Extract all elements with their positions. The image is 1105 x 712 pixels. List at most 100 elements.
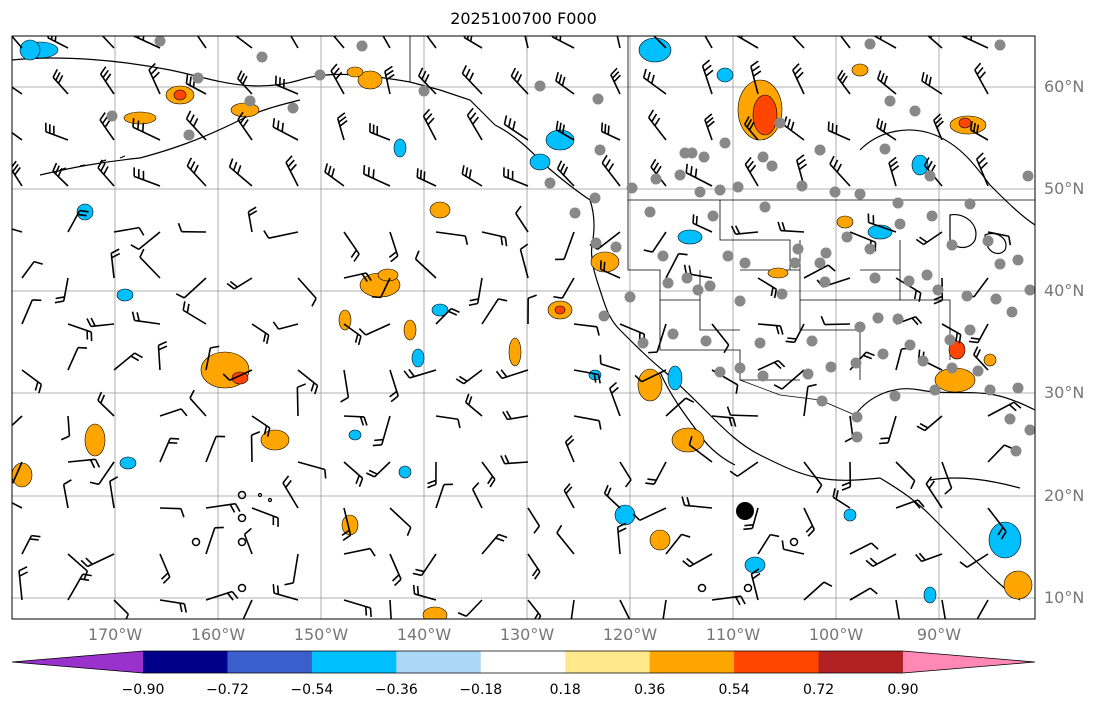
wind-barb bbox=[101, 36, 115, 49]
wind-barb bbox=[527, 553, 541, 580]
precip-contour bbox=[851, 63, 869, 77]
wind-barb bbox=[973, 346, 989, 371]
precip-contour bbox=[923, 586, 937, 604]
wind-barb bbox=[97, 391, 115, 417]
precip-contour bbox=[431, 303, 449, 317]
precip-contour bbox=[667, 365, 683, 391]
precip-contour bbox=[529, 153, 551, 171]
lat-label: 30°N bbox=[1044, 383, 1085, 402]
station-dot bbox=[904, 339, 916, 351]
colorbar-segment bbox=[818, 651, 904, 673]
wind-barb bbox=[941, 323, 962, 344]
wind-barb bbox=[844, 415, 854, 443]
wind-barb bbox=[133, 36, 161, 49]
station-dot bbox=[707, 210, 719, 222]
wind-barb bbox=[110, 248, 121, 279]
station-dot bbox=[892, 313, 904, 325]
station-dot bbox=[714, 184, 726, 196]
station-dot bbox=[889, 390, 901, 402]
precip-contour bbox=[983, 353, 997, 367]
station-dot bbox=[757, 151, 769, 163]
station-dot bbox=[869, 272, 881, 284]
wind-barb bbox=[435, 483, 453, 509]
wind-barb bbox=[681, 496, 713, 509]
precip-contour bbox=[716, 67, 734, 83]
wind-barb bbox=[427, 461, 437, 489]
wind-barb bbox=[403, 368, 437, 379]
station-dot bbox=[851, 431, 863, 443]
wind-barb bbox=[389, 553, 402, 587]
wind-barb bbox=[185, 74, 207, 95]
station-dot bbox=[774, 117, 786, 129]
wind-barb bbox=[645, 461, 667, 485]
precip-contour bbox=[403, 319, 417, 341]
station-dot bbox=[766, 160, 778, 172]
precip-contour bbox=[377, 268, 399, 282]
wind-barb bbox=[783, 116, 805, 141]
wind-barb bbox=[205, 502, 241, 513]
wind-barb bbox=[556, 524, 575, 555]
map-title: 2025100700 F000 bbox=[450, 9, 597, 28]
wind-barb bbox=[792, 63, 805, 95]
station-dot bbox=[734, 362, 746, 374]
station-dot bbox=[657, 250, 669, 262]
wind-barb bbox=[564, 435, 575, 463]
wind-barb bbox=[435, 415, 461, 429]
wind-barb bbox=[21, 369, 43, 394]
station-dot bbox=[820, 247, 832, 259]
station-dot bbox=[984, 384, 996, 396]
colorbar-tick-label: −0.18 bbox=[459, 682, 503, 698]
wind-barb bbox=[757, 277, 778, 299]
wind-barb bbox=[665, 252, 688, 279]
wind-barb bbox=[466, 107, 483, 141]
station-dot bbox=[961, 290, 973, 302]
wind-barb bbox=[12, 461, 23, 484]
station-dot bbox=[806, 335, 818, 347]
wind-barb bbox=[21, 299, 42, 325]
wind-barb bbox=[237, 111, 253, 141]
wind-barb bbox=[647, 109, 667, 141]
wind-barb bbox=[89, 461, 115, 486]
wind-barb bbox=[915, 231, 943, 246]
station-dot bbox=[626, 182, 638, 194]
station-dot bbox=[757, 370, 769, 382]
wind-barb bbox=[205, 435, 226, 463]
lon-label: 160°W bbox=[190, 625, 246, 644]
precip-contour bbox=[948, 340, 966, 360]
station-dot bbox=[590, 237, 602, 249]
wind-barb bbox=[555, 231, 575, 261]
wind-barb bbox=[730, 225, 759, 235]
lon-label: 170°W bbox=[87, 625, 143, 644]
station-dot bbox=[814, 257, 826, 269]
precip-contour bbox=[649, 529, 671, 551]
station-dot bbox=[990, 293, 1002, 305]
wind-barb bbox=[234, 36, 253, 49]
wind-barb bbox=[757, 533, 780, 555]
precip-contour bbox=[393, 138, 407, 158]
wind-barb bbox=[226, 277, 253, 290]
station-dot bbox=[637, 337, 649, 349]
wind-barb bbox=[744, 156, 759, 187]
station-dot bbox=[796, 180, 808, 192]
wind-barb bbox=[12, 131, 23, 141]
wind-barb bbox=[634, 369, 667, 383]
wind-barb bbox=[600, 122, 621, 141]
precip-contour bbox=[767, 267, 789, 279]
wind-barb bbox=[927, 36, 943, 49]
wind-barb bbox=[130, 231, 161, 251]
precip-contour bbox=[429, 201, 451, 219]
wind-barb bbox=[340, 369, 350, 403]
precip-contour bbox=[988, 521, 1022, 559]
wind-barb bbox=[274, 75, 299, 95]
wind-barb bbox=[915, 552, 943, 563]
borders bbox=[409, 36, 1035, 416]
colorbar-tick-label: 0.18 bbox=[549, 682, 581, 698]
wind-barb bbox=[941, 461, 953, 495]
precip-contour bbox=[554, 305, 566, 315]
station-dot bbox=[851, 411, 863, 423]
station-dot bbox=[789, 257, 801, 269]
wind-barb bbox=[743, 507, 759, 531]
wind-barb bbox=[515, 205, 529, 233]
lon-label: 90°W bbox=[916, 625, 962, 644]
station-dot bbox=[662, 277, 674, 289]
